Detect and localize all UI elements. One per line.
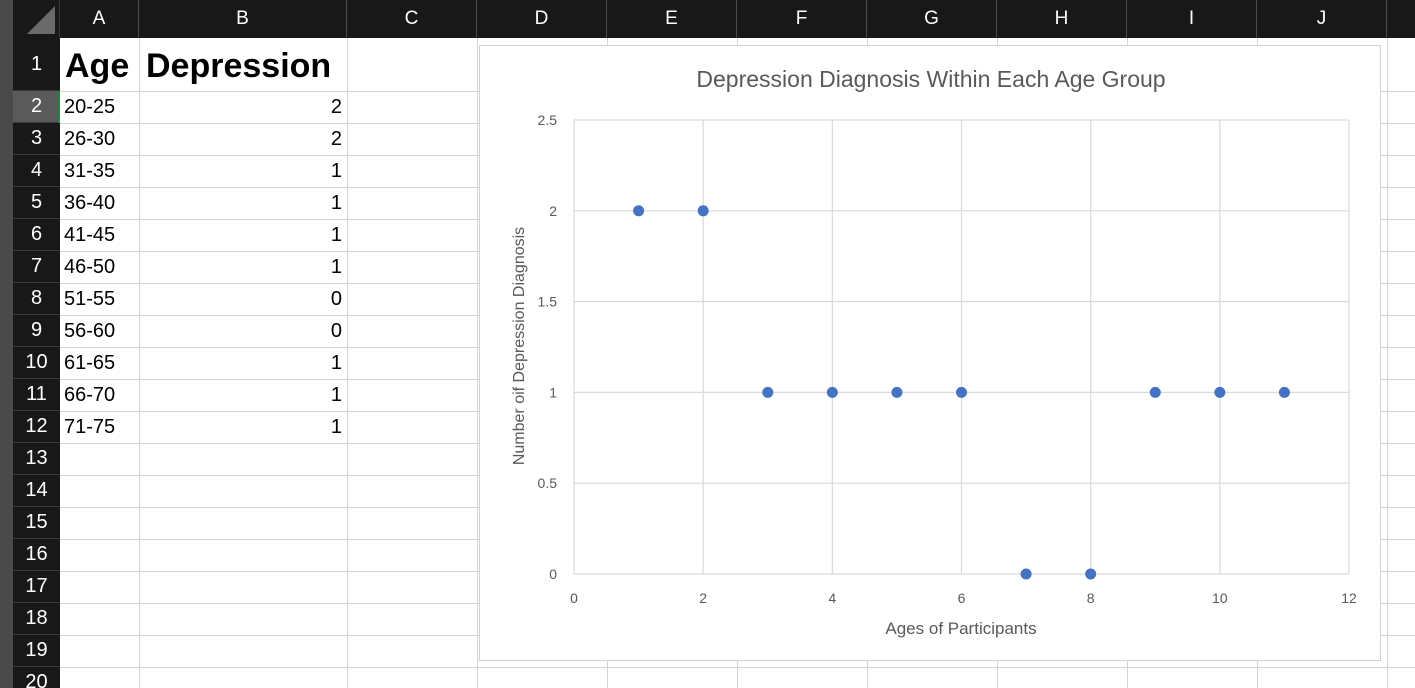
column-header-d[interactable]: D: [477, 0, 607, 38]
cell-a7[interactable]: 46-50: [64, 255, 116, 278]
gridline: [1387, 38, 1388, 688]
cell-b4[interactable]: 1: [330, 159, 342, 182]
x-tick-label: 10: [1212, 590, 1228, 606]
y-tick-label: 1.5: [538, 294, 558, 310]
column-header-bar: A B C D E F G H I J: [60, 0, 1415, 38]
window-edge: [0, 0, 13, 688]
data-point[interactable]: [1085, 568, 1097, 580]
row-header-15[interactable]: 15: [13, 507, 60, 539]
row-header-19[interactable]: 19: [13, 635, 60, 667]
data-point[interactable]: [762, 386, 774, 398]
x-tick-label: 12: [1341, 590, 1357, 606]
cell-a11[interactable]: 66-70: [64, 383, 116, 406]
column-header-i[interactable]: I: [1127, 0, 1257, 38]
cell-b1-depression-header[interactable]: Depression: [146, 46, 332, 85]
gridline: [477, 38, 478, 688]
active-row-indicator: [58, 91, 60, 123]
row-header-11[interactable]: 11: [13, 379, 60, 411]
cell-b10[interactable]: 1: [330, 351, 342, 374]
cell-b9[interactable]: 0: [330, 319, 342, 342]
cell-b2[interactable]: 2: [330, 95, 342, 118]
column-header-e[interactable]: E: [607, 0, 737, 38]
cell-a4[interactable]: 31-35: [64, 159, 116, 182]
data-point[interactable]: [1278, 386, 1290, 398]
cell-a2[interactable]: 20-25: [64, 95, 116, 118]
chart-gridlines: [573, 119, 1350, 575]
cell-b12[interactable]: 1: [330, 415, 342, 438]
cell-b7[interactable]: 1: [330, 255, 342, 278]
x-tick-label: 0: [570, 590, 578, 606]
column-header-c[interactable]: C: [347, 0, 477, 38]
row-header-4[interactable]: 4: [13, 155, 60, 187]
column-header-b[interactable]: B: [139, 0, 347, 38]
select-all-triangle-icon: [27, 6, 55, 34]
x-tick-label: 8: [1087, 590, 1095, 606]
row-header-14[interactable]: 14: [13, 475, 60, 507]
row-header-17[interactable]: 17: [13, 571, 60, 603]
row-header-3[interactable]: 3: [13, 123, 60, 155]
cell-a9[interactable]: 56-60: [64, 319, 116, 342]
row-header-2[interactable]: 2: [13, 91, 60, 123]
row-header-20[interactable]: 20: [13, 667, 60, 688]
y-tick-label: 0.5: [538, 475, 558, 491]
row-header-6[interactable]: 6: [13, 219, 60, 251]
cell-a3[interactable]: 26-30: [64, 127, 116, 150]
cell-a10[interactable]: 61-65: [64, 351, 116, 374]
row-header-12[interactable]: 12: [13, 411, 60, 443]
column-header-j[interactable]: J: [1257, 0, 1387, 38]
column-header-a[interactable]: A: [60, 0, 139, 38]
row-header-9[interactable]: 9: [13, 315, 60, 347]
row-header-13[interactable]: 13: [13, 443, 60, 475]
row-header-5[interactable]: 5: [13, 187, 60, 219]
select-all-button[interactable]: [13, 0, 60, 38]
row-header-bar: [13, 38, 60, 688]
row-header-10[interactable]: 10: [13, 347, 60, 379]
column-header-g[interactable]: G: [867, 0, 997, 38]
data-point[interactable]: [633, 205, 645, 217]
x-tick-label: 4: [828, 590, 836, 606]
data-point[interactable]: [1020, 568, 1032, 580]
cell-a12[interactable]: 71-75: [64, 415, 116, 438]
x-tick-label: 6: [958, 590, 966, 606]
chart-data-points: [633, 205, 1290, 580]
scatter-chart[interactable]: Depression Diagnosis Within Each Age Gro…: [479, 45, 1381, 661]
cell-a8[interactable]: 51-55: [64, 287, 116, 310]
cell-a1-age-header[interactable]: Age: [65, 46, 130, 85]
cell-a5[interactable]: 36-40: [64, 191, 116, 214]
cell-b5[interactable]: 1: [330, 191, 342, 214]
chart-canvas: Depression Diagnosis Within Each Age Gro…: [511, 66, 1357, 638]
column-header-f[interactable]: F: [737, 0, 867, 38]
row-header-1[interactable]: 1: [13, 38, 60, 91]
gridline: [347, 38, 348, 688]
x-tick-label: 2: [699, 590, 707, 606]
cell-b8[interactable]: 0: [330, 287, 342, 310]
column-header-h[interactable]: H: [997, 0, 1127, 38]
y-tick-label: 1: [549, 384, 557, 400]
cell-b11[interactable]: 1: [330, 383, 342, 406]
y-tick-label: 2.5: [538, 112, 558, 128]
chart-tick-labels: 0 2 4 6 8 10 12 0 0.5 1 1.5 2 2.5: [538, 112, 1357, 606]
chart-title: Depression Diagnosis Within Each Age Gro…: [696, 66, 1165, 92]
y-axis-label: Number oif Depression Diagnosis: [511, 227, 528, 465]
data-point[interactable]: [826, 386, 838, 398]
x-axis-label: Ages of Participants: [885, 619, 1036, 638]
row-header-16[interactable]: 16: [13, 539, 60, 571]
y-tick-label: 2: [549, 203, 557, 219]
data-point[interactable]: [891, 386, 903, 398]
row-header-18[interactable]: 18: [13, 603, 60, 635]
data-point[interactable]: [956, 386, 967, 398]
cell-a6[interactable]: 41-45: [64, 223, 116, 246]
gridline: [139, 38, 140, 688]
cell-b3[interactable]: 2: [330, 127, 342, 150]
cell-b6[interactable]: 1: [330, 223, 342, 246]
data-point[interactable]: [1214, 386, 1226, 398]
y-tick-label: 0: [549, 566, 557, 582]
row-header-8[interactable]: 8: [13, 283, 60, 315]
data-point[interactable]: [1149, 386, 1161, 398]
row-header-7[interactable]: 7: [13, 251, 60, 283]
data-point[interactable]: [697, 205, 709, 217]
